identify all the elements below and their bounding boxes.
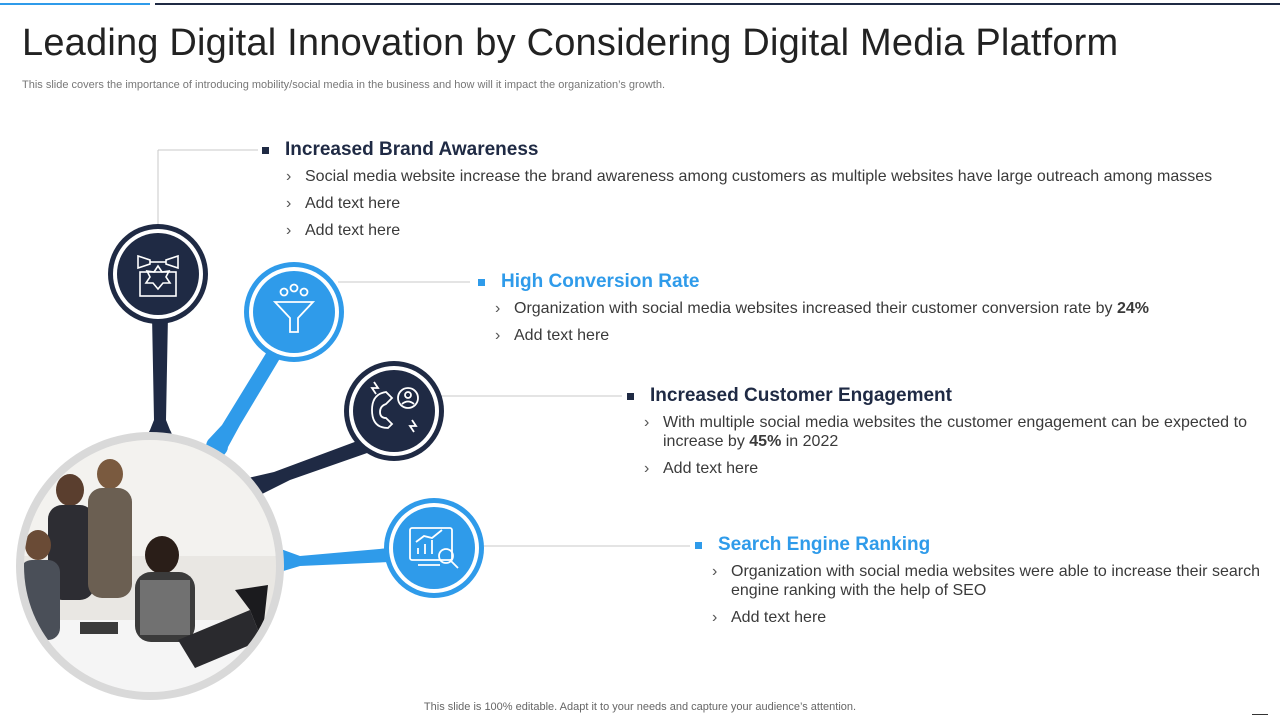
page-title: Leading Digital Innovation by Considerin… (22, 22, 1119, 64)
chevron-right-icon: › (495, 327, 501, 344)
section-customer-engagement: Increased Customer Engagement › With mult… (627, 385, 1247, 478)
chevron-right-icon: › (286, 222, 292, 239)
list-item: › Organization with social media websites… (495, 300, 1149, 317)
list-item: › Add text here (644, 460, 759, 477)
square-bullet-icon (262, 146, 269, 154)
magnet-user-icon (370, 381, 419, 433)
chevron-right-icon: › (286, 195, 292, 212)
list-item: › Add text here (286, 195, 401, 212)
chevron-right-icon: › (495, 300, 501, 317)
icon-circle-customer-engagement (344, 361, 444, 461)
funnel-icon (272, 283, 316, 333)
list-item: › With multiple social media websites the… (644, 414, 1247, 450)
top-accent-bar-dark (155, 3, 1280, 5)
top-accent-bar-blue (0, 3, 150, 5)
section-title: Increased Customer Engagement (650, 385, 952, 406)
square-bullet-icon (478, 278, 485, 286)
icon-circle-brand-awareness (108, 224, 208, 324)
list-item: › Organization with social media websites… (712, 563, 1260, 599)
square-bullet-icon (695, 541, 702, 549)
section-title: Increased Brand Awareness (285, 139, 539, 160)
stem-1 (148, 315, 172, 449)
chevron-right-icon: › (644, 460, 650, 477)
page-subtitle: This slide covers the importance of intr… (22, 79, 666, 91)
footer-note: This slide is 100% editable. Adapt it to… (423, 701, 857, 713)
chevron-right-icon: › (712, 609, 718, 626)
section-title: Search Engine Ranking (718, 534, 931, 555)
section-title: High Conversion Rate (501, 271, 700, 292)
list-item: › Add text here (495, 327, 610, 344)
list-item: › Social media website increase the brand… (286, 168, 1213, 185)
list-item: › Add text here (286, 222, 401, 239)
chevron-right-icon: › (644, 414, 650, 431)
icon-circle-search-ranking (384, 498, 484, 598)
stem-4 (266, 548, 390, 573)
section-conversion-rate: High Conversion Rate › Organization with … (478, 271, 1178, 345)
section-brand-awareness: Increased Brand Awareness › Social media … (262, 139, 1222, 240)
team-photo (16, 432, 284, 700)
section-search-ranking: Search Engine Ranking › Organization with… (695, 534, 1260, 627)
megaphone-badge-icon (137, 254, 179, 297)
chevron-right-icon: › (286, 168, 292, 185)
square-bullet-icon (627, 392, 634, 400)
stem-3 (241, 440, 370, 499)
list-item: › Add text here (712, 609, 827, 626)
seo-chart-magnifier-icon (409, 527, 459, 569)
chevron-right-icon: › (712, 563, 718, 580)
stem-2 (206, 350, 282, 458)
icon-circle-conversion-rate (244, 262, 344, 362)
corner-divider (1252, 714, 1268, 715)
